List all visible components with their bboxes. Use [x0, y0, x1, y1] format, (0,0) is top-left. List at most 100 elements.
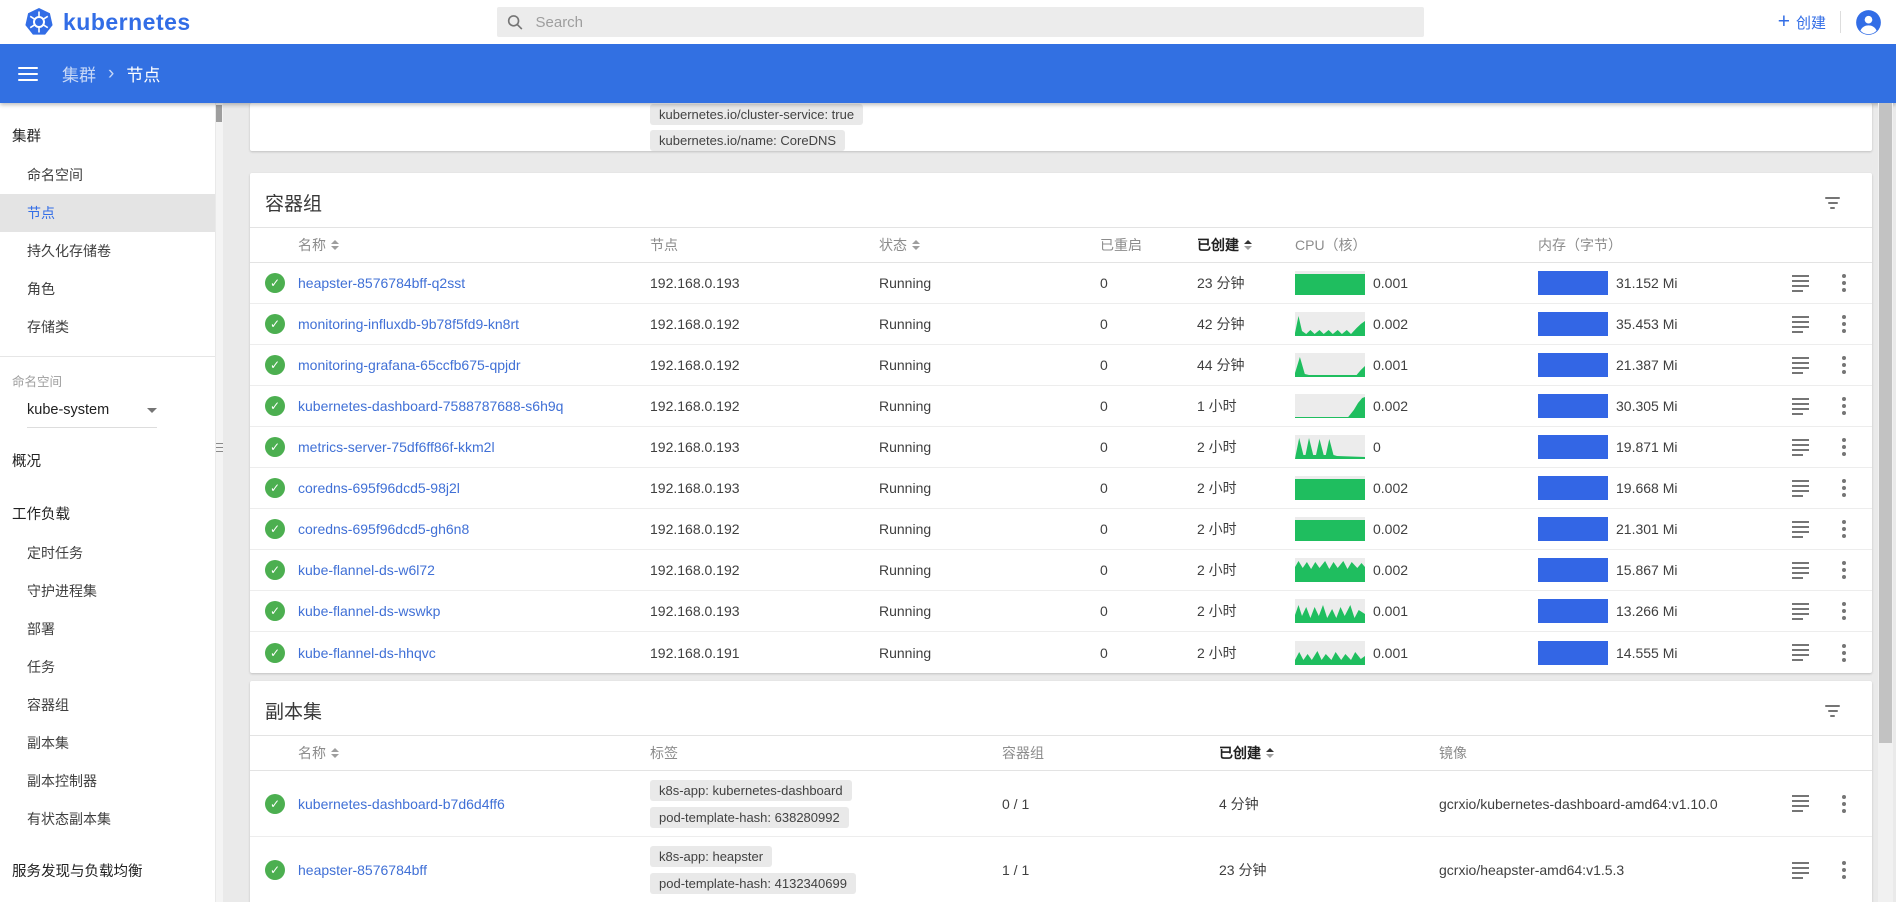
kebab-menu-icon[interactable] [1835, 434, 1853, 460]
column-header-created[interactable]: 已创建 [1197, 235, 1295, 255]
label-chip: k8s-app: heapster [650, 846, 772, 867]
kebab-menu-icon[interactable] [1835, 475, 1853, 501]
column-header-images: 镜像 [1439, 743, 1778, 763]
kebab-menu-icon[interactable] [1835, 352, 1853, 378]
logs-icon[interactable] [1788, 271, 1813, 296]
kebab-menu-icon[interactable] [1835, 311, 1853, 337]
kebab-menu-icon[interactable] [1835, 857, 1853, 883]
sidebar-item-storage-classes[interactable]: 存储类 [0, 308, 223, 346]
kebab-menu-icon[interactable] [1835, 598, 1853, 624]
sidebar-item-replica-sets[interactable]: 副本集 [0, 724, 223, 762]
column-header-status[interactable]: 状态 [879, 235, 1100, 255]
pod-age: 42 分钟 [1197, 314, 1295, 334]
kubernetes-logo[interactable]: kubernetes [24, 7, 191, 37]
sidebar-item-stateful-sets[interactable]: 有状态副本集 [0, 800, 223, 838]
create-button[interactable]: + 创建 [1778, 12, 1826, 33]
logs-icon[interactable] [1788, 476, 1813, 501]
cpu-sparkline-chart [1295, 435, 1365, 459]
logs-icon[interactable] [1788, 858, 1813, 883]
filter-icon[interactable] [1821, 701, 1844, 721]
replicasets-card-title: 副本集 [265, 697, 322, 724]
sidebar-item-namespaces[interactable]: 命名空间 [0, 156, 223, 194]
pod-restarts: 0 [1100, 398, 1197, 414]
pod-name-link[interactable]: kube-flannel-ds-hhqvc [298, 645, 650, 661]
logs-icon[interactable] [1788, 435, 1813, 460]
pod-node: 192.168.0.192 [650, 562, 879, 578]
column-header-name[interactable]: 名称 [298, 235, 650, 255]
sidebar-item-overview[interactable]: 概况 [0, 440, 223, 481]
kebab-menu-icon[interactable] [1835, 516, 1853, 542]
column-header-name[interactable]: 名称 [298, 743, 650, 763]
pod-memory-cell: 13.266 Mi [1538, 599, 1778, 623]
chevron-down-icon [147, 408, 157, 413]
search-input[interactable] [534, 13, 1415, 32]
sidebar-item-pods[interactable]: 容器组 [0, 686, 223, 724]
sidebar-item-nodes[interactable]: 节点 [0, 194, 223, 232]
sidebar-item-ingresses[interactable]: 访问权 [0, 891, 223, 902]
replicaset-name-link[interactable]: kubernetes-dashboard-b7d6d4ff6 [298, 796, 650, 812]
kebab-menu-icon[interactable] [1835, 791, 1853, 817]
kebab-menu-icon[interactable] [1835, 640, 1853, 666]
pod-cpu-value: 0.001 [1373, 275, 1408, 291]
memory-sparkline-chart [1538, 435, 1608, 459]
sidebar-scrollbar-thumb[interactable] [216, 105, 222, 122]
pod-status: Running [879, 439, 1100, 455]
pod-memory-cell: 19.871 Mi [1538, 435, 1778, 459]
sidebar-item-persistent-volumes[interactable]: 持久化存储卷 [0, 232, 223, 270]
content-scrollbar-thumb[interactable] [1879, 103, 1892, 743]
logs-icon[interactable] [1788, 558, 1813, 583]
sidebar-item-replication-controllers[interactable]: 副本控制器 [0, 762, 223, 800]
logs-icon[interactable] [1788, 312, 1813, 337]
pod-name-link[interactable]: kubernetes-dashboard-7588787688-s6h9q [298, 398, 650, 414]
sort-icon [331, 748, 339, 758]
replicaset-table-row: ✓ heapster-8576784bff k8s-app: heapster … [250, 837, 1872, 902]
pod-memory-value: 14.555 Mi [1616, 645, 1677, 661]
kebab-menu-icon[interactable] [1835, 557, 1853, 583]
sidebar-scrollbar [215, 103, 223, 902]
kebab-menu-icon[interactable] [1835, 270, 1853, 296]
sidebar-item-jobs[interactable]: 任务 [0, 648, 223, 686]
pods-card-title: 容器组 [265, 189, 322, 216]
cpu-sparkline-chart [1295, 271, 1365, 295]
pod-table-row: ✓ metrics-server-75df6ff86f-kkm2l 192.16… [250, 427, 1872, 468]
node-labels-card: kubernetes.io/cluster-service: true kube… [250, 103, 1872, 151]
pod-node: 192.168.0.191 [650, 645, 879, 661]
pod-cpu-value: 0.002 [1373, 562, 1408, 578]
kebab-menu-icon[interactable] [1835, 393, 1853, 419]
logs-icon[interactable] [1788, 599, 1813, 624]
pod-cpu-cell: 0.001 [1295, 353, 1538, 377]
pod-name-link[interactable]: monitoring-influxdb-9b78f5fd9-kn8rt [298, 316, 650, 332]
memory-sparkline-chart [1538, 517, 1608, 541]
replicaset-name-link[interactable]: heapster-8576784bff [298, 862, 650, 878]
filter-icon[interactable] [1821, 193, 1844, 213]
namespace-selected-value: kube-system [27, 402, 109, 418]
pod-table-row: ✓ heapster-8576784bff-q2sst 192.168.0.19… [250, 263, 1872, 304]
pod-cpu-cell: 0.001 [1295, 599, 1538, 623]
sidebar-item-daemon-sets[interactable]: 守护进程集 [0, 572, 223, 610]
sidebar-item-deployments[interactable]: 部署 [0, 610, 223, 648]
pod-name-link[interactable]: kube-flannel-ds-w6l72 [298, 562, 650, 578]
pod-name-link[interactable]: kube-flannel-ds-wswkp [298, 603, 650, 619]
hamburger-menu-icon[interactable] [12, 61, 44, 87]
pod-name-link[interactable]: heapster-8576784bff-q2sst [298, 275, 650, 291]
namespace-select[interactable]: kube-system [27, 398, 157, 428]
sidebar-item-roles[interactable]: 角色 [0, 270, 223, 308]
logs-icon[interactable] [1788, 394, 1813, 419]
splitter-grip[interactable] [216, 443, 223, 452]
replicaset-age: 4 分钟 [1219, 794, 1439, 814]
logs-icon[interactable] [1788, 517, 1813, 542]
pod-name-link[interactable]: metrics-server-75df6ff86f-kkm2l [298, 439, 650, 455]
logs-icon[interactable] [1788, 640, 1813, 665]
status-ok-icon: ✓ [265, 478, 285, 498]
pod-name-link[interactable]: coredns-695f96dcd5-98j2l [298, 480, 650, 496]
breadcrumb-parent[interactable]: 集群 [62, 61, 96, 86]
pod-memory-cell: 14.555 Mi [1538, 641, 1778, 665]
column-header-created[interactable]: 已创建 [1219, 743, 1439, 763]
logs-icon[interactable] [1788, 791, 1813, 816]
search-bar[interactable] [497, 7, 1424, 37]
logs-icon[interactable] [1788, 353, 1813, 378]
pod-name-link[interactable]: monitoring-grafana-65ccfb675-qpjdr [298, 357, 650, 373]
pod-name-link[interactable]: coredns-695f96dcd5-gh6n8 [298, 521, 650, 537]
sidebar-item-cron-jobs[interactable]: 定时任务 [0, 534, 223, 572]
account-icon[interactable] [1855, 9, 1882, 36]
